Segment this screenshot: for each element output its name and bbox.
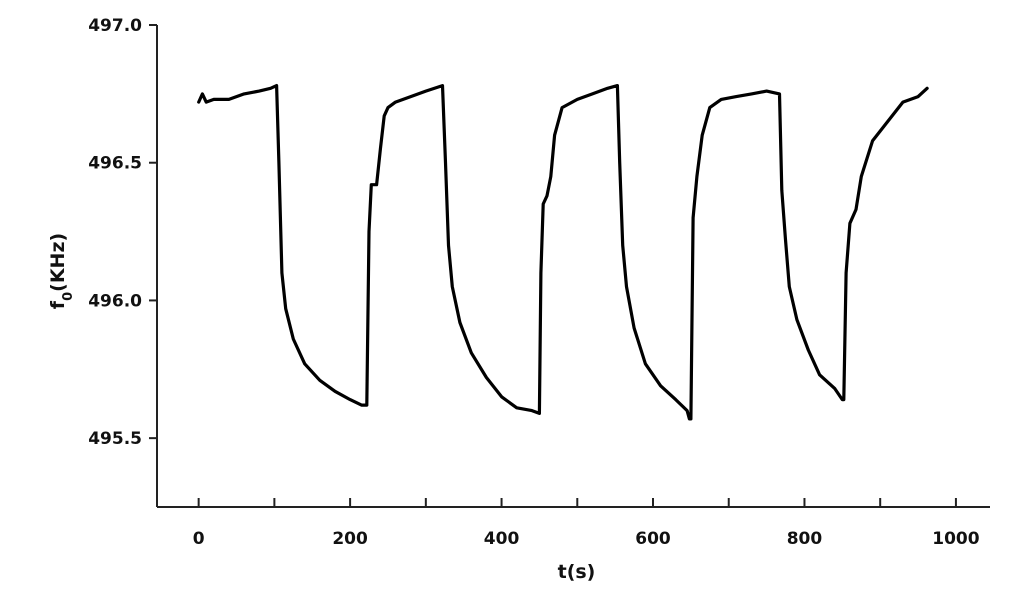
series-line — [197, 84, 929, 421]
x-axis-label: t(s) — [558, 561, 596, 583]
y-axis-label: f0(KHz) — [47, 233, 76, 309]
axes — [156, 25, 990, 508]
y-ticks: 497.0 496.5 496.0 495.5 — [88, 16, 157, 449]
y-tick-label: 496.5 — [88, 154, 142, 174]
x-tick-label: 0 — [193, 529, 205, 549]
x-tick-label: 200 — [332, 529, 368, 549]
x-ticks: 0 200 400 600 800 1000 — [193, 498, 980, 549]
x-tick-label: 400 — [484, 529, 520, 549]
x-tick-label: 1000 — [932, 529, 979, 549]
y-axis-label-main: f — [47, 300, 69, 309]
x-tick-label: 600 — [635, 529, 671, 549]
y-axis-label-subscript: 0 — [61, 292, 76, 301]
x-tick-label: 800 — [787, 529, 823, 549]
y-tick-label: 495.5 — [88, 429, 142, 449]
x-minor-ticks — [273, 498, 882, 507]
y-axis-label-unit: (KHz) — [47, 233, 69, 292]
y-tick-label: 497.0 — [88, 16, 142, 36]
y-tick-label: 496.0 — [88, 291, 142, 311]
